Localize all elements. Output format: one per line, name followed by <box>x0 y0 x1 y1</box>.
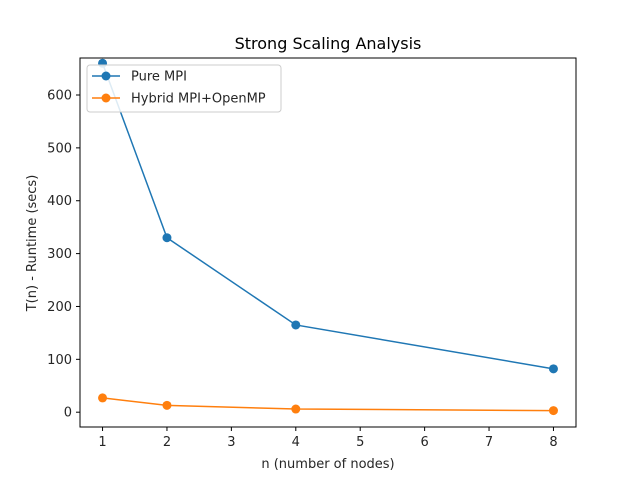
data-point-series-1 <box>98 393 108 403</box>
x-axis-label: n (number of nodes) <box>261 457 394 472</box>
chart-title: Strong Scaling Analysis <box>235 34 422 53</box>
data-point-series-0 <box>548 364 558 374</box>
series-line-0 <box>101 63 554 370</box>
plot-frame <box>79 57 577 428</box>
data-point-series-1 <box>548 406 558 416</box>
series-line-1 <box>102 397 554 412</box>
series-layer <box>98 58 558 416</box>
plot-area <box>79 57 577 428</box>
x-tick-label: 4 <box>292 435 300 450</box>
x-tick-label: 1 <box>98 435 106 450</box>
legend-marker-pure-mpi <box>101 71 111 81</box>
x-tick-label: 7 <box>485 435 493 450</box>
x-tick-label: 5 <box>356 435 364 450</box>
x-tick-label: 6 <box>420 435 428 450</box>
y-tick-label: 200 <box>47 300 72 315</box>
legend: Pure MPI Hybrid MPI+OpenMP <box>86 64 282 113</box>
x-tick-label: 2 <box>163 435 171 450</box>
y-tick-label: 100 <box>47 353 72 368</box>
y-axis-label: T(n) - Runtime (secs) <box>25 175 40 313</box>
data-point-series-1 <box>162 400 172 410</box>
data-point-series-0 <box>291 320 301 330</box>
x-tick-label: 3 <box>227 435 235 450</box>
legend-label-pure-mpi: Pure MPI <box>131 70 187 85</box>
x-tick-label: 8 <box>549 435 557 450</box>
legend-box <box>86 64 282 113</box>
legend-marker-hybrid <box>101 93 111 103</box>
y-axis: 0 100 200 300 400 500 600 <box>47 89 80 421</box>
y-tick-label: 600 <box>47 89 72 104</box>
y-tick-label: 0 <box>64 406 72 421</box>
y-tick-label: 500 <box>47 141 72 156</box>
y-tick-label: 400 <box>47 194 72 209</box>
data-point-series-1 <box>291 404 301 414</box>
data-point-series-0 <box>162 233 172 243</box>
legend-label-hybrid: Hybrid MPI+OpenMP <box>131 92 266 107</box>
y-tick-label: 300 <box>47 247 72 262</box>
x-axis: 1 2 3 4 5 6 7 8 <box>98 427 558 450</box>
